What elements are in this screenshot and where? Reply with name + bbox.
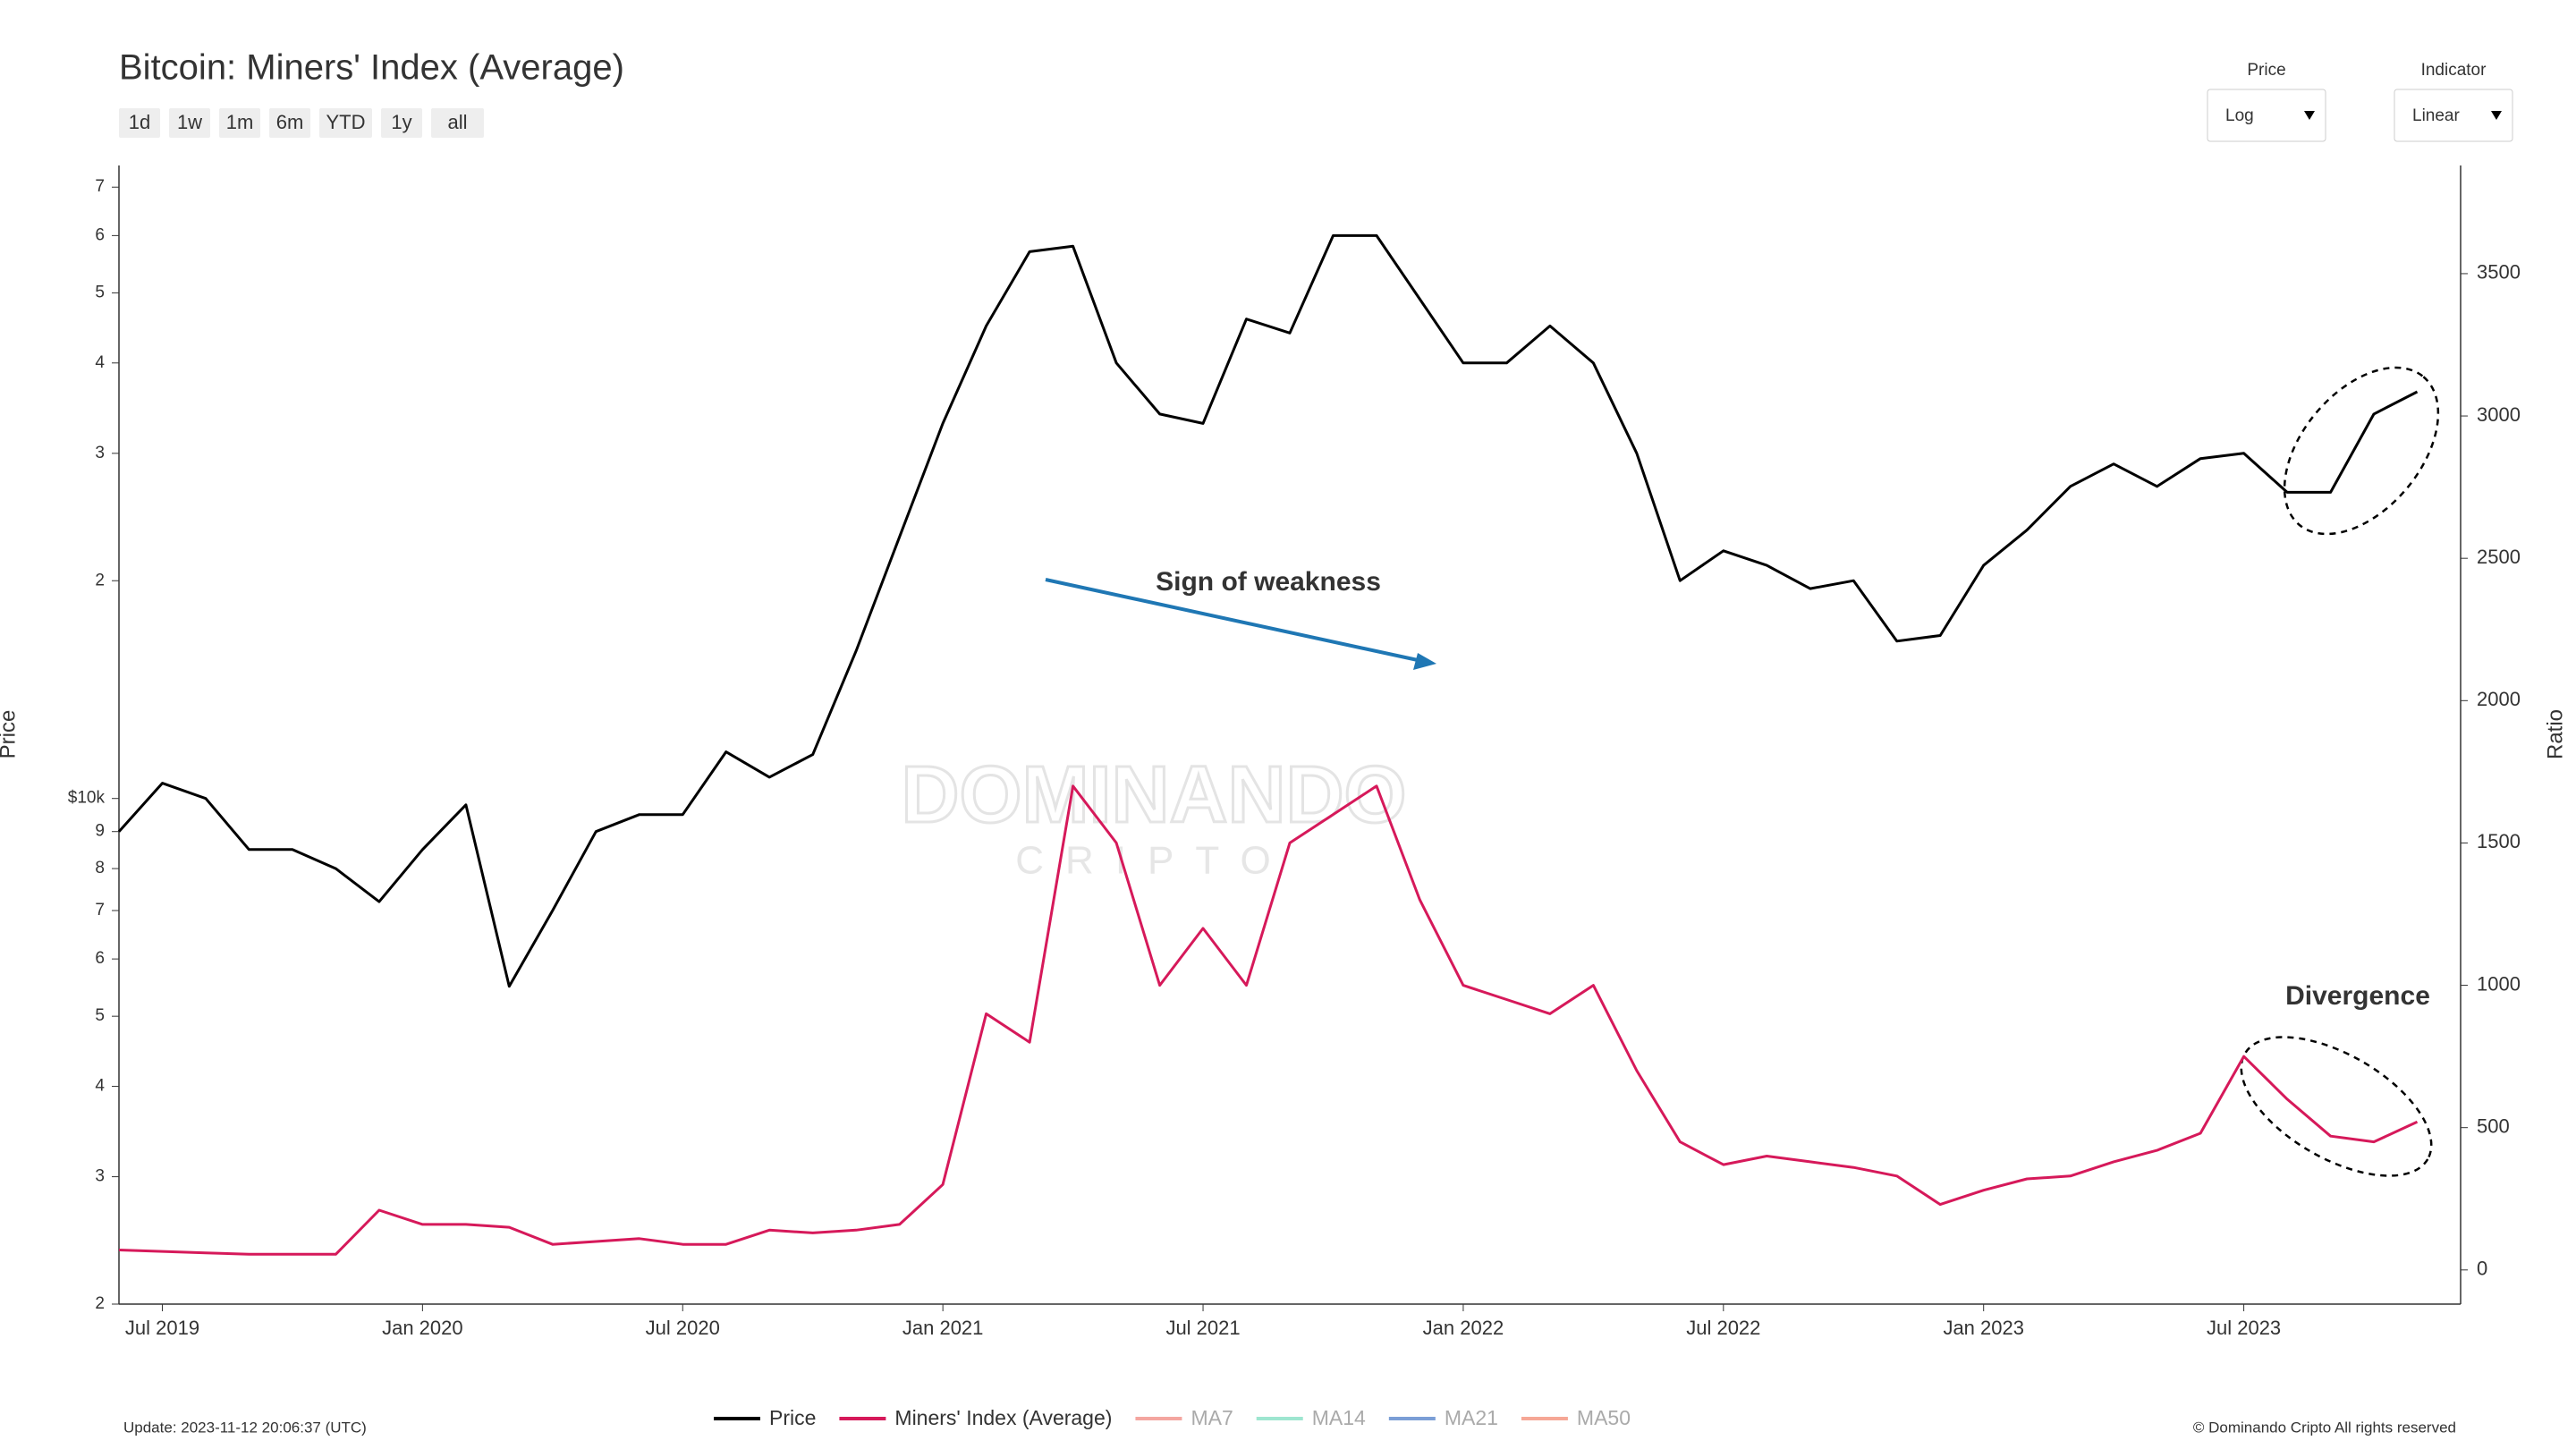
series-line [117, 233, 2419, 988]
range-button[interactable] [319, 108, 372, 138]
y-tick-label: 4 [95, 1077, 105, 1096]
range-button-label[interactable]: 1m [226, 111, 254, 133]
legend-label[interactable]: MA21 [1445, 1406, 1498, 1429]
range-button[interactable] [219, 108, 260, 138]
x-tick-label: Jan 2023 [1943, 1317, 2024, 1339]
annotation: Divergence [2285, 981, 2430, 1011]
range-button-label[interactable]: YTD [326, 111, 366, 133]
y2-tick-label: 500 [2477, 1114, 2510, 1137]
y2-tick-label: 1000 [2477, 972, 2521, 995]
dropdown-label: Indicator [2421, 61, 2487, 80]
y-tick-label: 8 [95, 859, 105, 877]
y-tick-label: 7 [95, 901, 105, 919]
chart-title: Bitcoin: Miners' Index (Average) [119, 48, 624, 88]
legend-label[interactable]: MA14 [1312, 1406, 1366, 1429]
y-tick-label: 5 [95, 283, 105, 301]
y-tick-label: 7 [95, 177, 105, 196]
range-button-label[interactable]: 1w [177, 111, 202, 133]
y2-tick-label: 1500 [2477, 830, 2521, 852]
range-button[interactable] [381, 108, 422, 138]
y-tick-label: 2 [95, 1294, 105, 1313]
y-axis-title: Price [0, 710, 20, 759]
series-line [118, 784, 2419, 1256]
y2-tick-label: 2500 [2477, 546, 2521, 568]
y2-tick-label: 3000 [2477, 403, 2521, 426]
x-tick-label: Jan 2021 [902, 1317, 984, 1339]
x-tick-label: Jul 2019 [125, 1317, 199, 1339]
dropdown-value[interactable]: Linear [2412, 106, 2460, 125]
legend-label[interactable]: Miners' Index (Average) [894, 1406, 1112, 1429]
y-tick-label: 5 [95, 1006, 105, 1025]
x-tick-label: Jan 2022 [1423, 1317, 1504, 1339]
annotation: Sign of weakness [1156, 567, 1381, 597]
watermark: DOMINANDO [902, 750, 1407, 840]
highlight-ellipse [2240, 1036, 2433, 1177]
update-note: Update: 2023-11-12 20:06:37 (UTC) [123, 1419, 367, 1436]
x-tick-label: Jul 2022 [1686, 1317, 1760, 1339]
y-tick-label: 3 [95, 1167, 105, 1186]
y2-tick-label: 2000 [2477, 688, 2521, 710]
range-button[interactable] [119, 108, 160, 138]
y-tick-label: 9 [95, 822, 105, 841]
y-tick-label: 4 [95, 353, 105, 372]
dropdown-label: Price [2247, 61, 2285, 80]
x-tick-label: Jul 2021 [1165, 1317, 1240, 1339]
dropdown[interactable] [2207, 89, 2326, 142]
range-button[interactable] [431, 108, 484, 138]
legend-label[interactable]: MA50 [1577, 1406, 1631, 1429]
y-tick-label: 6 [95, 225, 105, 244]
dropdown-caret[interactable] [2304, 111, 2315, 120]
annotation-arrow [1045, 578, 1419, 662]
copyright: © Dominando Cripto All rights reserved [2193, 1419, 2456, 1436]
range-button-label[interactable]: all [447, 111, 467, 133]
y-tick-label: 3 [95, 444, 105, 462]
range-button-label[interactable]: 1y [391, 111, 411, 133]
y-tick-label: 2 [95, 571, 105, 589]
range-button[interactable] [169, 108, 210, 138]
y2-tick-label: 3500 [2477, 261, 2521, 284]
y2-axis-title: Ratio [2543, 709, 2567, 759]
x-tick-label: Jul 2020 [646, 1317, 720, 1339]
legend-label[interactable]: Price [769, 1406, 816, 1429]
x-tick-label: Jul 2023 [2207, 1317, 2281, 1339]
dropdown[interactable] [2394, 89, 2513, 142]
x-tick-label: Jan 2020 [382, 1317, 463, 1339]
range-button-label[interactable]: 6m [276, 111, 304, 133]
dropdown-caret[interactable] [2491, 111, 2502, 120]
y-tick-label: $10k [68, 789, 106, 808]
legend-label[interactable]: MA7 [1191, 1406, 1233, 1429]
dropdown-value[interactable]: Log [2225, 106, 2254, 125]
y2-tick-label: 0 [2477, 1258, 2487, 1280]
range-button[interactable] [269, 108, 310, 138]
range-button-label[interactable]: 1d [129, 111, 150, 133]
highlight-ellipse [2283, 366, 2440, 536]
y-tick-label: 6 [95, 949, 105, 968]
annotation-arrowhead [1413, 653, 1436, 670]
